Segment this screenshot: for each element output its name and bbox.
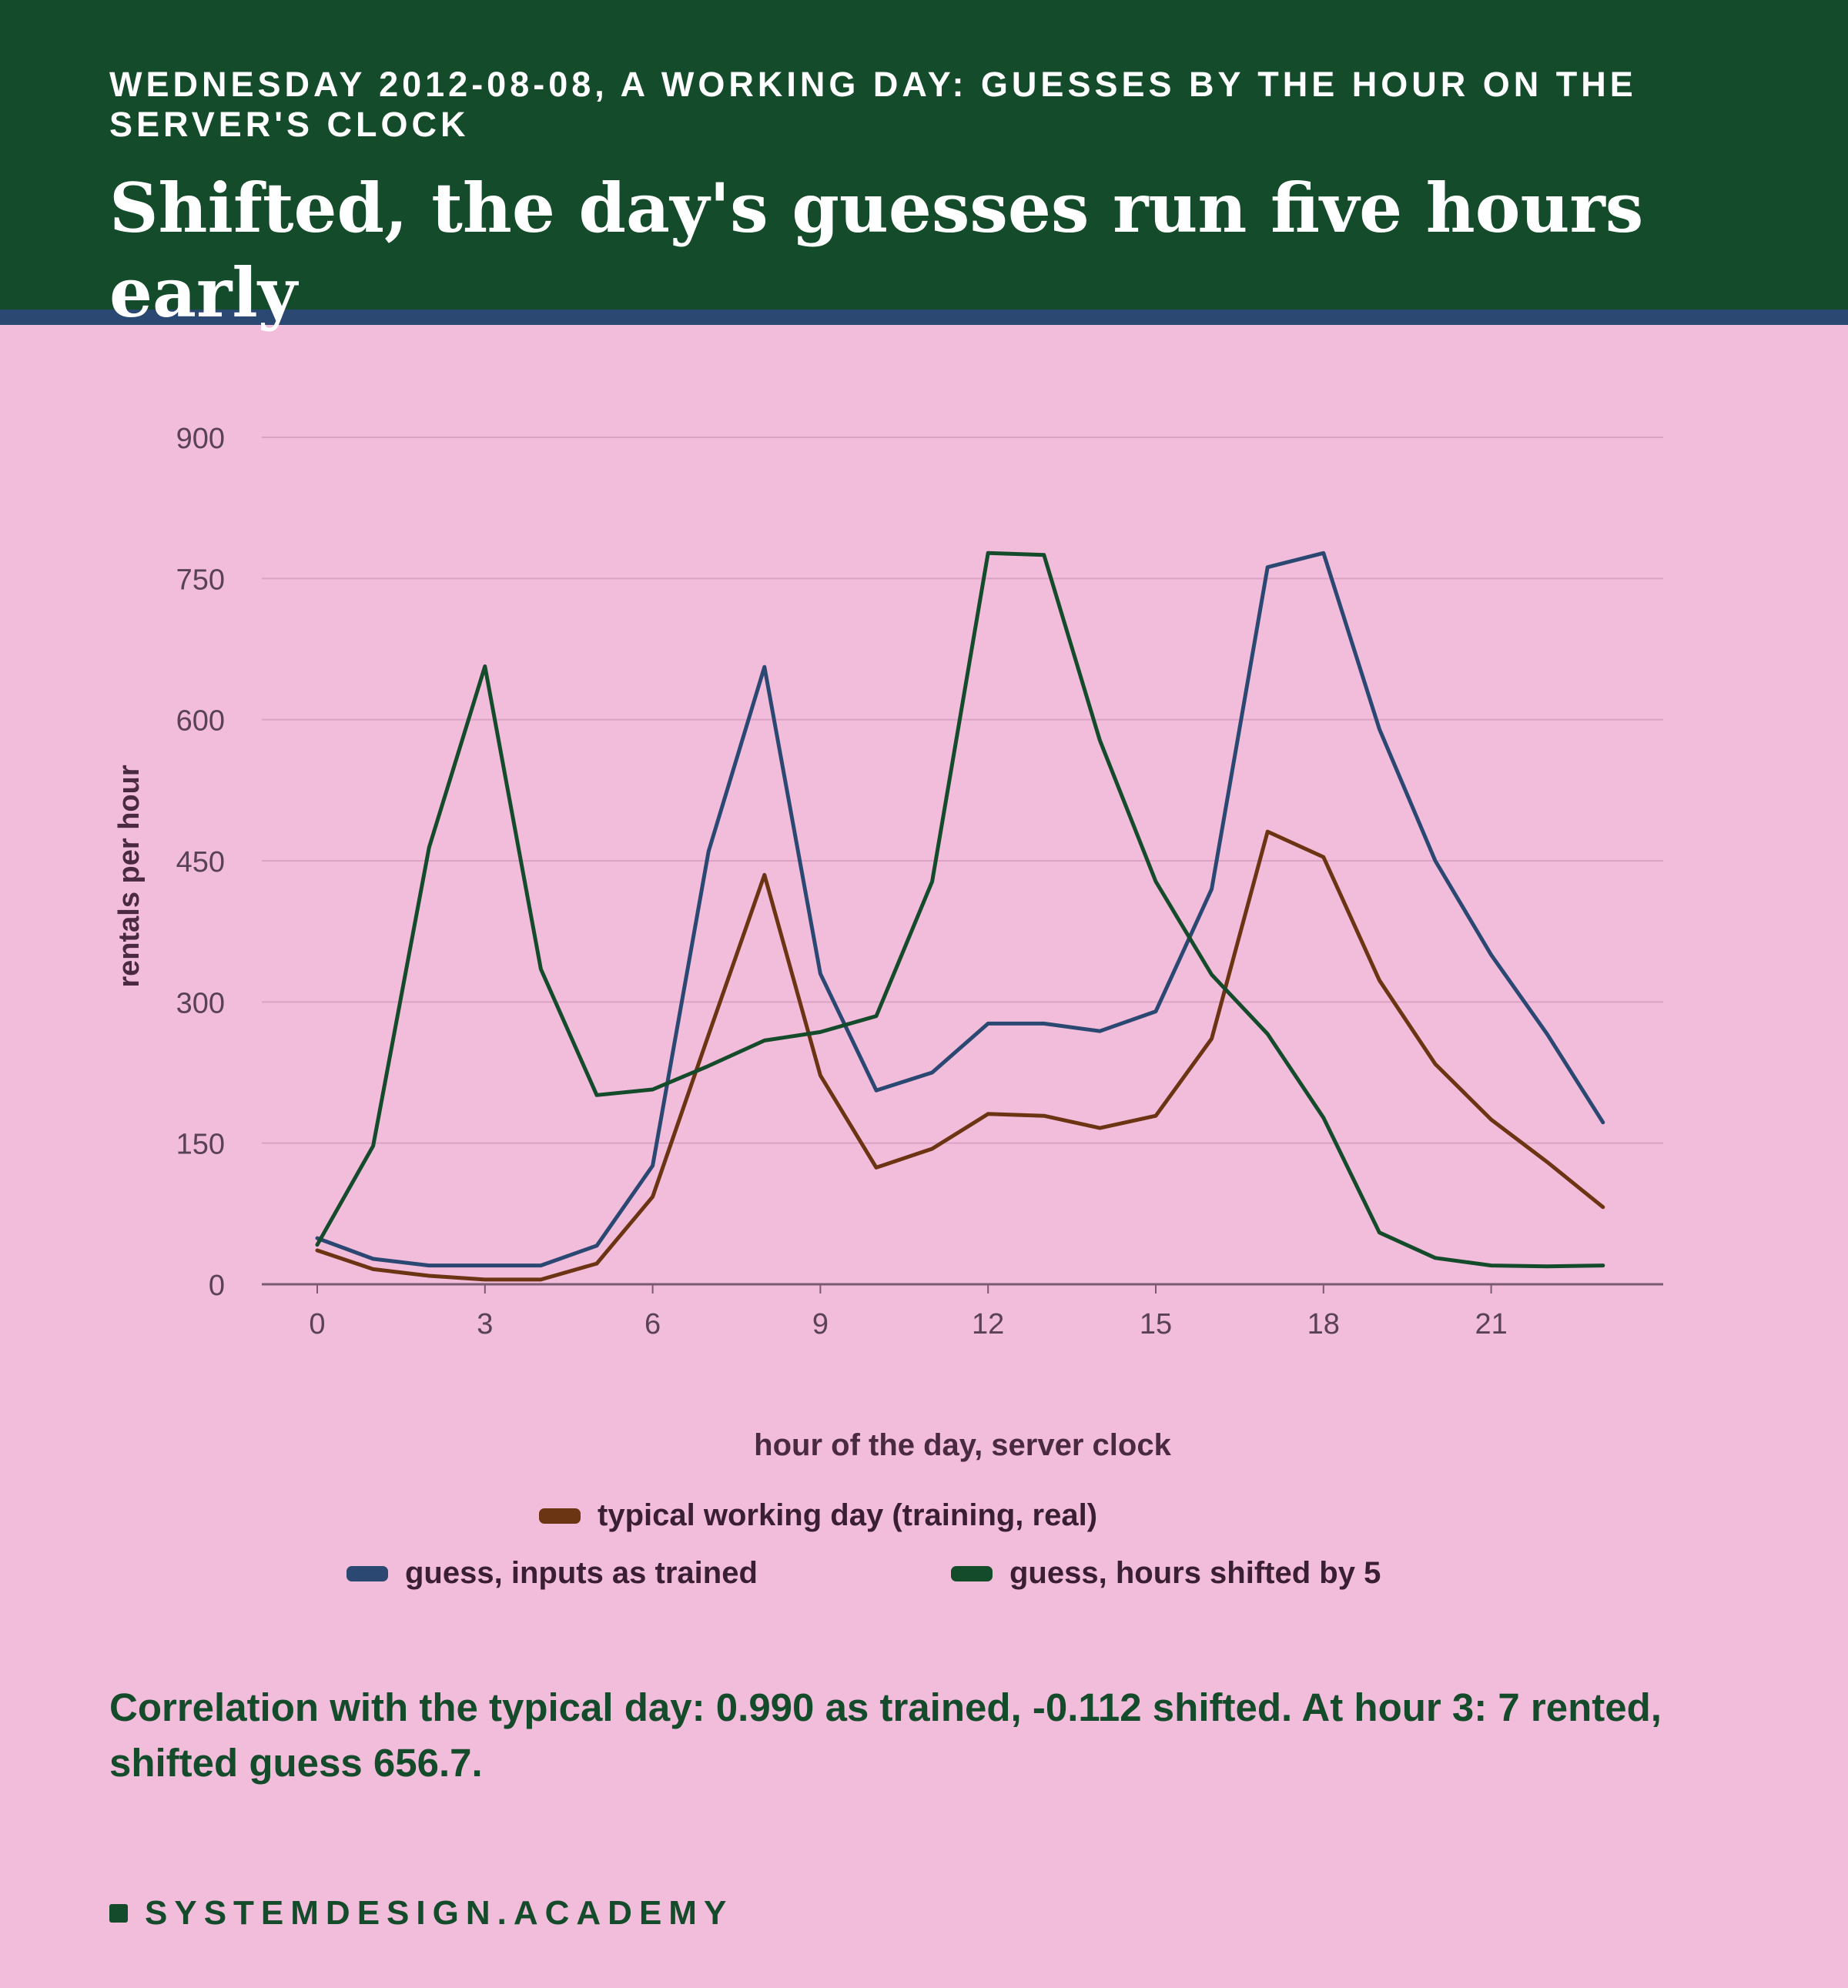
x-tick-label: 12 (972, 1308, 1004, 1340)
series-lines (315, 551, 1605, 1282)
x-tick-label: 0 (309, 1308, 325, 1340)
series-line-typical (315, 829, 1605, 1282)
legend-swatch-typical (539, 1508, 581, 1524)
legend-label-as-trained: guess, inputs as trained (405, 1556, 758, 1590)
legend-item-shifted: guess, hours shifted by 5 (951, 1556, 1381, 1591)
series-line-shifted (315, 551, 1605, 1269)
header-rule (0, 310, 1848, 325)
legend-label-typical: typical working day (training, real) (598, 1498, 1098, 1532)
brand-text: SYSTEMDESIGN.ACADEMY (145, 1894, 734, 1932)
y-tick-label: 900 (176, 423, 225, 455)
chart-kicker: WEDNESDAY 2012-08-08, A WORKING DAY: GUE… (109, 65, 1637, 144)
x-tick-label: 3 (477, 1308, 493, 1340)
legend-item-typical: typical working day (training, real) (539, 1498, 1097, 1533)
y-tick-label: 0 (209, 1270, 225, 1302)
chart-headline: Shifted, the day's guesses run five hour… (109, 168, 1644, 333)
legend-item-as-trained: guess, inputs as trained (346, 1556, 758, 1591)
x-axis-ticks: 0 3 6 9 12 15 18 21 (309, 1284, 1508, 1340)
legend-swatch-shifted (951, 1565, 993, 1581)
gridlines (262, 437, 1663, 1144)
header-band (0, 0, 1848, 310)
legend-swatch-as-trained (346, 1565, 388, 1581)
x-axis-label: hour of the day, server clock (754, 1428, 1171, 1462)
series-line-as-trained (315, 551, 1605, 1268)
x-tick-label: 15 (1140, 1308, 1172, 1340)
x-tick-label: 21 (1475, 1308, 1507, 1340)
x-tick-label: 18 (1307, 1308, 1340, 1340)
y-axis-label: rentals per hour (113, 765, 146, 987)
x-tick-label: 9 (812, 1308, 829, 1340)
y-tick-label: 150 (176, 1129, 225, 1161)
y-tick-label: 750 (176, 564, 225, 596)
y-tick-label: 300 (176, 987, 225, 1019)
line-chart: 0 150 300 450 600 750 900 0 3 6 9 12 15 18 21 rentals… (113, 423, 1663, 1462)
caption: Correlation with the typical day: 0.990 … (109, 1685, 1662, 1785)
brand-square-icon (109, 1904, 128, 1923)
legend-label-shifted: guess, hours shifted by 5 (1009, 1556, 1381, 1590)
y-axis-ticks: 0 150 300 450 600 750 900 (176, 423, 225, 1302)
y-tick-label: 450 (176, 846, 225, 879)
y-tick-label: 600 (176, 705, 225, 738)
brand: SYSTEMDESIGN.ACADEMY (109, 1894, 733, 1933)
x-tick-label: 6 (644, 1308, 661, 1340)
